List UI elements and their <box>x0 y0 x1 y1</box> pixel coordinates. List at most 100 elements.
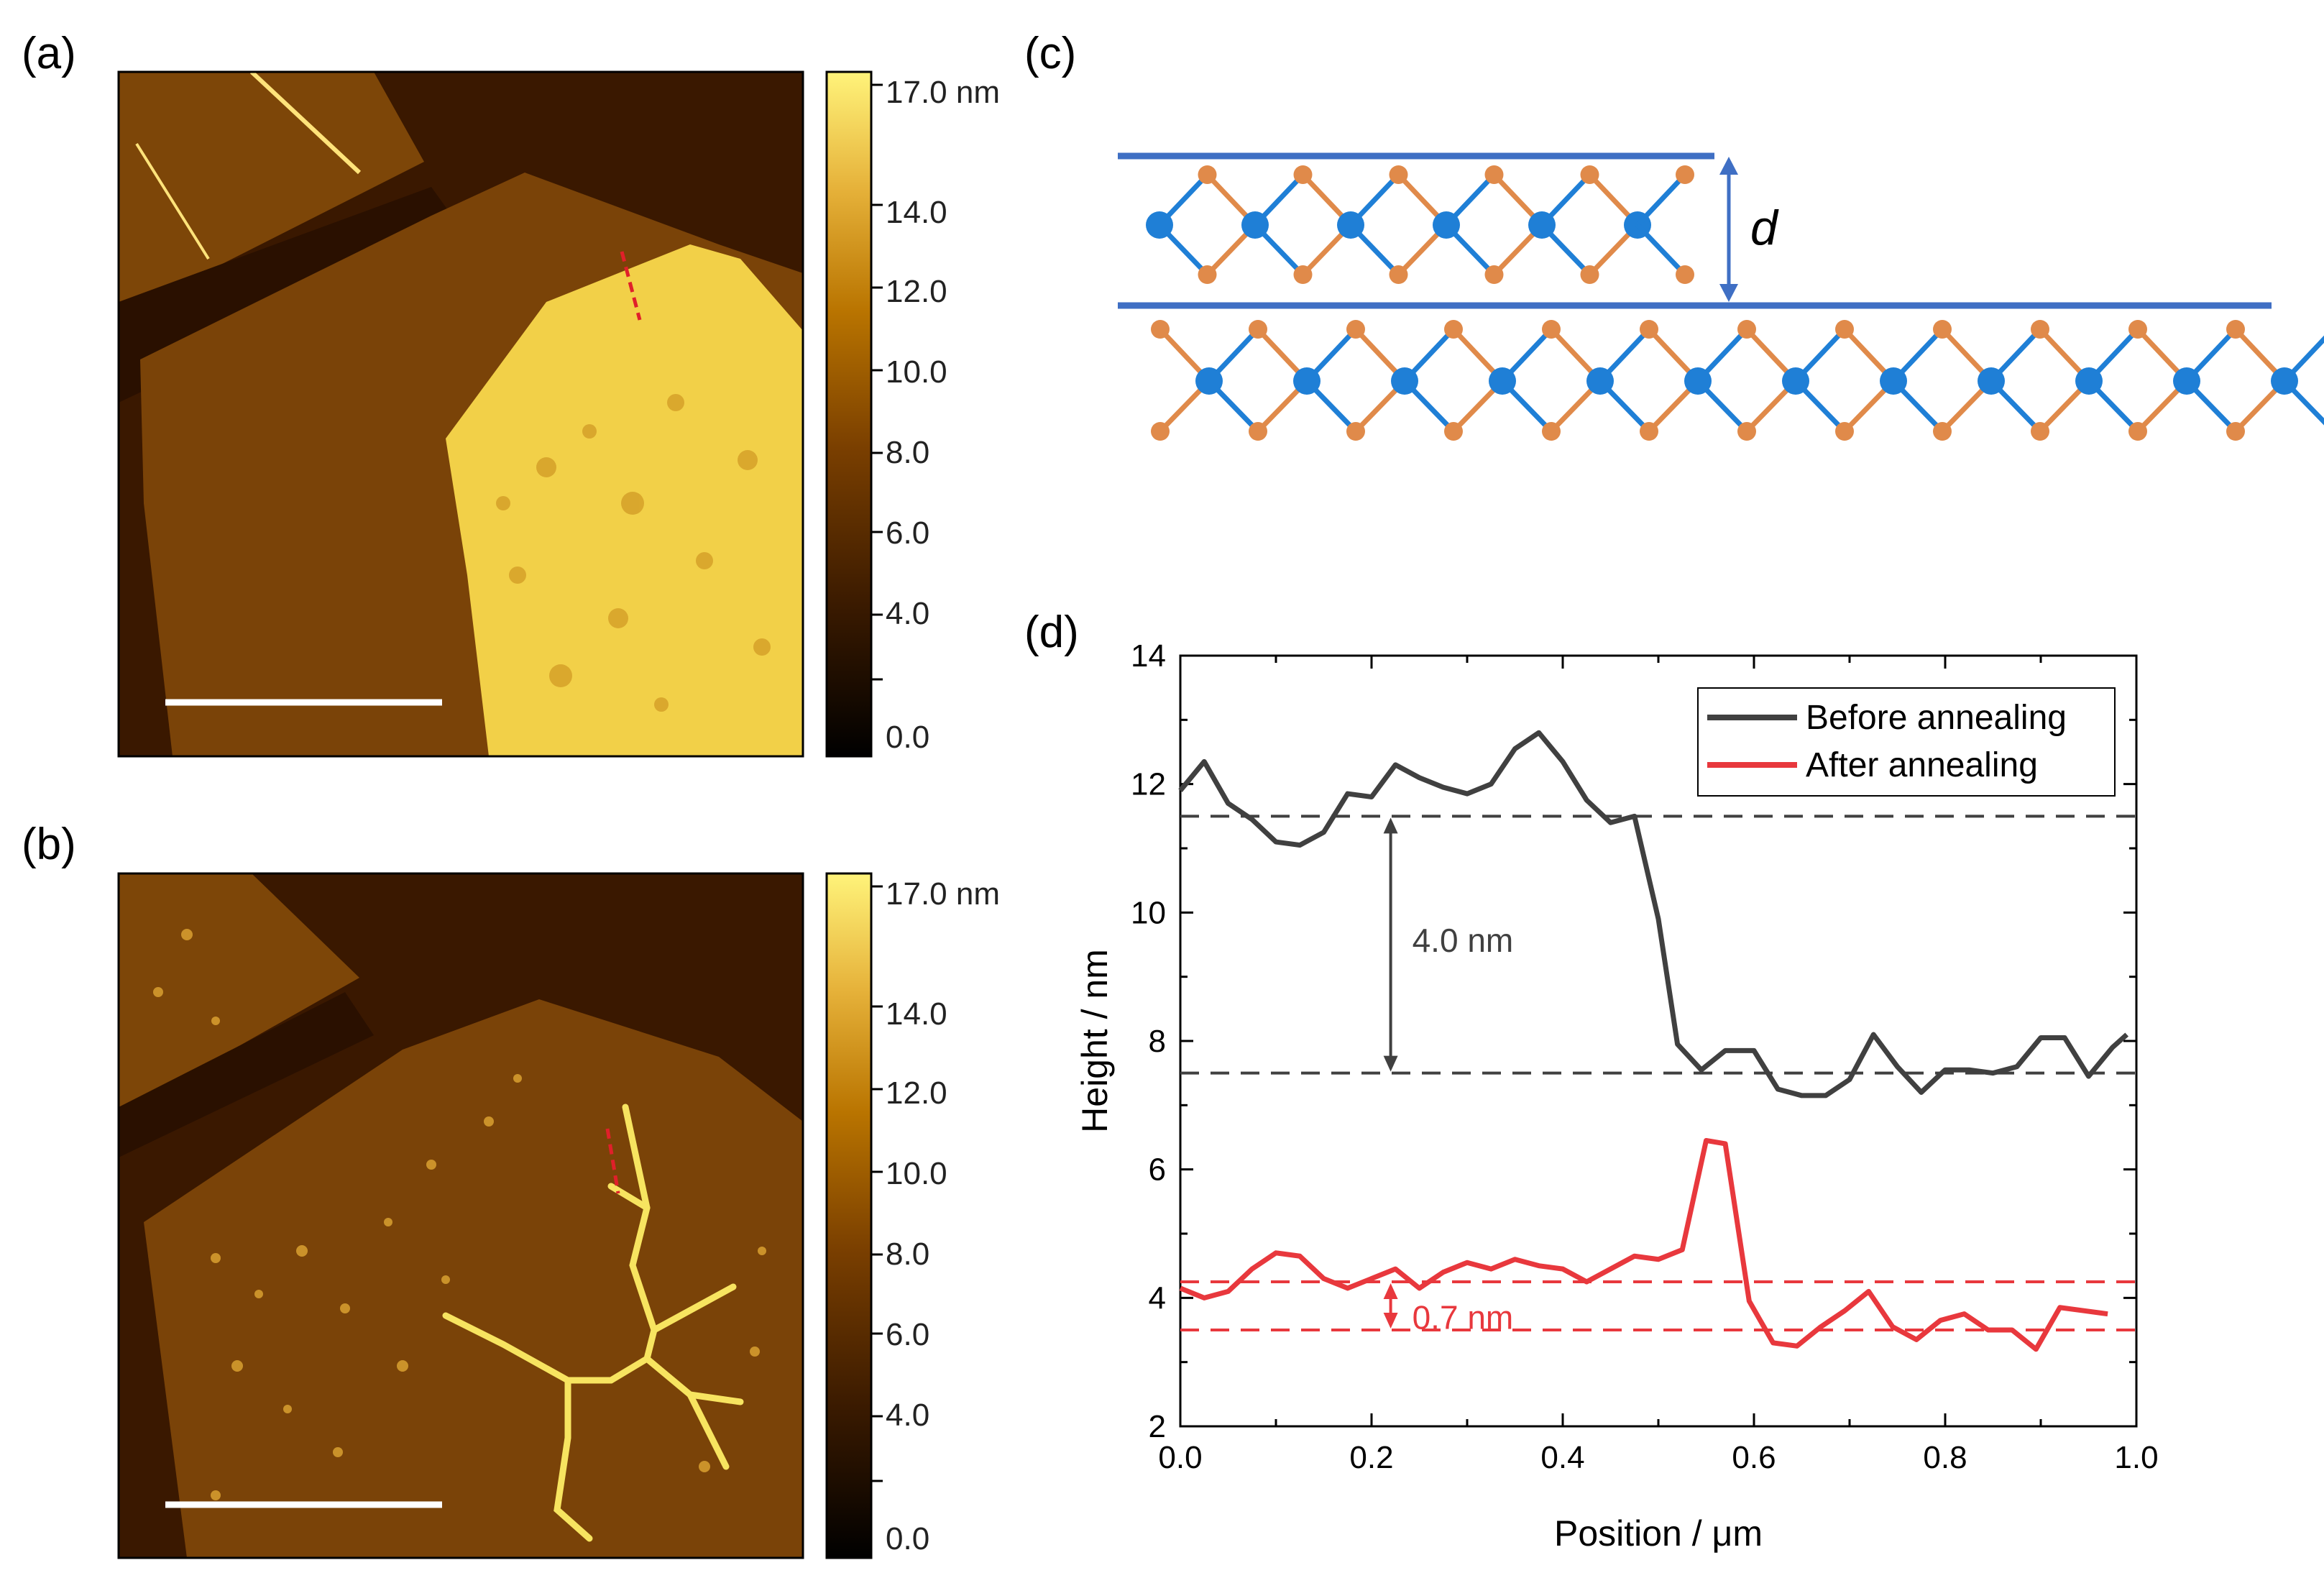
top-layer-chalcogen-atom <box>1676 265 1694 284</box>
bottom-layer-chalcogen-atom <box>2031 422 2049 441</box>
colorbar-a-tick-2: 12.0 <box>886 274 947 309</box>
bottom-layer-chalcogen-atom <box>1640 320 1658 339</box>
colorbar-b-tick-4: 8.0 <box>886 1237 929 1272</box>
crystal-structure: d <box>1118 152 2324 441</box>
bottom-layer-metal-atom <box>2173 367 2200 395</box>
panel-label-c: (c) <box>1024 29 1076 78</box>
colorbar-a-tick-3: 10.0 <box>886 354 947 390</box>
bottom-layer-chalcogen-atom <box>1444 422 1463 441</box>
y-tick-label: 14 <box>1131 638 1166 674</box>
height-profile-chart: 0.0 0.2 0.4 0.6 0.8 1.0 2 4 6 8 10 12 14 4.0 nm 0.7 n… <box>1075 638 2159 1554</box>
panel-label-a: (a) <box>22 29 76 78</box>
y-tick-label: 6 <box>1149 1152 1166 1188</box>
x-tick-label: 0.4 <box>1540 1440 1584 1475</box>
colorbar-a: 17.0 nm 14.0 12.0 10.0 8.0 6.0 4.0 0.0 <box>825 70 1000 758</box>
colorbar-a-tick-4: 8.0 <box>886 435 929 470</box>
bottom-layer-chalcogen-atom <box>1444 320 1463 339</box>
top-layer-metal-atom <box>1337 211 1364 239</box>
y-axis-label: Height / nm <box>1075 949 1115 1133</box>
legend: Before annealing After annealing <box>1697 687 2116 797</box>
bottom-layer-chalcogen-atom <box>1737 422 1756 441</box>
colorbar-a-tick-1: 14.0 <box>886 195 947 230</box>
top-layer-chalcogen-atom <box>1676 165 1694 184</box>
x-tick-label: 0.6 <box>1732 1440 1776 1475</box>
panel-label-d: (d) <box>1024 607 1079 657</box>
top-layer-metal-atom <box>1241 211 1269 239</box>
annotation-label: 0.7 nm <box>1413 1299 1514 1336</box>
y-tick-label: 2 <box>1149 1409 1166 1444</box>
bottom-layer-metal-atom <box>2075 367 2103 395</box>
top-layer-chalcogen-atom <box>1198 265 1217 284</box>
bottom-layer-chalcogen-atom <box>1835 422 1854 441</box>
afm-image-b <box>119 873 803 1558</box>
y-tick-label: 4 <box>1149 1280 1166 1316</box>
y-tick-label: 8 <box>1149 1024 1166 1059</box>
top-layer-chalcogen-atom <box>1389 265 1408 284</box>
bottom-layer-chalcogen-atom <box>1737 320 1756 339</box>
series-before-annealing <box>1178 730 2129 1098</box>
bottom-layer-chalcogen-atom <box>1346 422 1365 441</box>
top-layer-chalcogen-atom <box>1580 265 1599 284</box>
top-layer-chalcogen-atom <box>1293 265 1313 284</box>
bottom-layer-chalcogen-atom <box>2031 320 2049 339</box>
afm-image-a <box>119 72 803 756</box>
colorbar-a-tick-6: 4.0 <box>886 596 929 631</box>
colorbar-b-tick-2: 12.0 <box>886 1075 947 1111</box>
bottom-layer-metal-atom <box>2271 367 2298 395</box>
colorbar-b-tick-1: 14.0 <box>886 996 947 1032</box>
bottom-layer-chalcogen-atom <box>1542 320 1561 339</box>
bottom-layer-metal-atom <box>1880 367 1907 395</box>
bottom-layer-metal-atom <box>1195 367 1223 395</box>
bottom-layer-chalcogen-atom <box>1933 422 1952 441</box>
bottom-layer-chalcogen-atom <box>1151 320 1170 339</box>
bottom-layer-chalcogen-atom <box>2226 320 2245 339</box>
x-axis-label: Position / μm <box>1554 1513 1763 1554</box>
bottom-layer-metal-atom <box>1782 367 1809 395</box>
bottom-layer-chalcogen-atom <box>1542 422 1561 441</box>
colorbar-b: 17.0 nm 14.0 12.0 10.0 8.0 6.0 4.0 0.0 <box>825 872 1000 1559</box>
bottom-layer-chalcogen-atom <box>1835 320 1854 339</box>
legend-label-after: After annealing <box>1806 746 2038 784</box>
bottom-layer-metal-atom <box>1684 367 1712 395</box>
bottom-layer-chalcogen-atom <box>1249 422 1267 441</box>
bottom-layer-metal-atom <box>1391 367 1418 395</box>
y-tick-label: 12 <box>1131 767 1166 802</box>
colorbar-a-tick-5: 6.0 <box>886 515 929 551</box>
spacing-label: d <box>1750 201 1779 255</box>
top-layer-chalcogen-atom <box>1580 165 1599 184</box>
bottom-layer-metal-atom <box>1978 367 2005 395</box>
series-after-annealing <box>1179 1137 2108 1352</box>
x-tick-label: 0.0 <box>1158 1440 1202 1475</box>
top-layer-chalcogen-atom <box>1293 165 1313 184</box>
colorbar-a-tick-0: 17.0 nm <box>886 75 1000 110</box>
x-tick-label: 0.2 <box>1349 1440 1393 1475</box>
top-layer-chalcogen-atom <box>1484 265 1504 284</box>
y-tick-label: 10 <box>1131 895 1166 930</box>
top-layer-metal-atom <box>1146 211 1173 239</box>
x-tick-label: 1.0 <box>2114 1440 2158 1475</box>
annotation-label: 4.0 nm <box>1413 922 1514 959</box>
profile-line-a <box>620 251 642 321</box>
top-layer-chalcogen-atom <box>1198 165 1217 184</box>
colorbar-a-tick-7: 0.0 <box>886 720 929 755</box>
colorbar-b-tick-0: 17.0 nm <box>886 876 1000 912</box>
bottom-layer-metal-atom <box>1586 367 1614 395</box>
bottom-layer-chalcogen-atom <box>2226 422 2245 441</box>
top-layer-chalcogen-atom <box>1389 165 1408 184</box>
bottom-layer-chalcogen-atom <box>1151 422 1170 441</box>
colorbar-b-tick-6: 4.0 <box>886 1398 929 1433</box>
top-layer-chalcogen-atom <box>1484 165 1504 184</box>
legend-label-before: Before annealing <box>1806 699 2067 737</box>
panel-label-b: (b) <box>22 820 76 869</box>
top-layer-metal-atom <box>1528 211 1556 239</box>
colorbar-b-tick-3: 10.0 <box>886 1156 947 1191</box>
bottom-layer-chalcogen-atom <box>2128 320 2147 339</box>
profile-line-b <box>605 1128 620 1194</box>
bottom-layer-metal-atom <box>1489 367 1516 395</box>
bottom-layer-chalcogen-atom <box>2128 422 2147 441</box>
x-tick-label: 0.8 <box>1923 1440 1967 1475</box>
bottom-layer-metal-atom <box>1293 367 1321 395</box>
bottom-layer-chalcogen-atom <box>1249 320 1267 339</box>
bottom-layer-chalcogen-atom <box>1346 320 1365 339</box>
